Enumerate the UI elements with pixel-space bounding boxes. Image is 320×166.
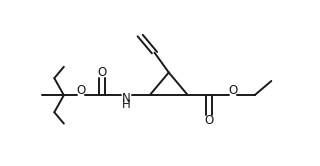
Text: O: O bbox=[205, 114, 214, 127]
Text: O: O bbox=[97, 66, 107, 79]
Text: N: N bbox=[122, 92, 130, 105]
Text: O: O bbox=[76, 84, 85, 97]
Text: H: H bbox=[122, 98, 130, 111]
Text: O: O bbox=[228, 84, 238, 97]
